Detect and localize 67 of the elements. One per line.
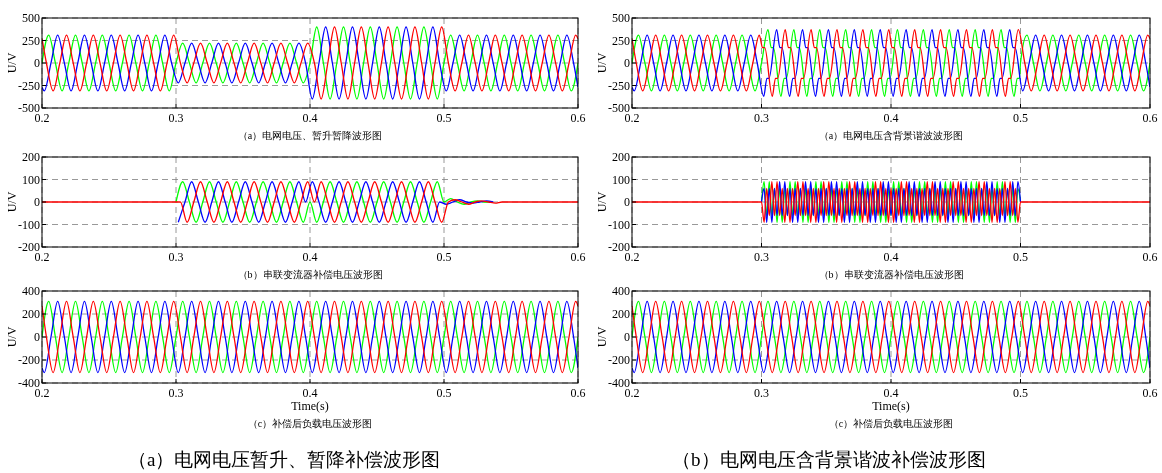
y-axis-title: U/V <box>595 52 609 74</box>
x-tick-label: 0.3 <box>168 111 184 125</box>
x-tick-label: 0.6 <box>570 111 586 125</box>
y-tick-label: 400 <box>22 284 40 298</box>
text: （b）串联变流器补偿电压波形图 <box>818 269 964 280</box>
y-tick-label: 200 <box>612 307 630 321</box>
text: （a）电网电压含背景谐波波形图 <box>818 130 964 141</box>
y-tick-label: 100 <box>612 172 630 187</box>
x-tick-label: 0.6 <box>1142 250 1158 264</box>
y-axis-title: U/V <box>5 191 19 213</box>
y-tick-label: 0 <box>34 195 40 209</box>
y-tick-label: -250 <box>18 78 40 93</box>
y-tick-label: 100 <box>22 172 40 187</box>
x-tick-label: 0.4 <box>883 386 899 400</box>
y-tick-label: 200 <box>22 307 40 321</box>
x-tick-label: 0.5 <box>436 250 452 264</box>
x-tick-label: 0.3 <box>754 386 769 400</box>
y-tick-label: -100 <box>18 217 40 232</box>
x-tick-label: 0.4 <box>302 386 318 400</box>
y-tick-label: 200 <box>612 150 630 164</box>
x-tick-label: 0.3 <box>168 386 184 400</box>
text: （c）补偿后负载电压波形图 <box>247 418 373 429</box>
y-tick-label: 200 <box>22 150 40 164</box>
x-tick-label: 0.4 <box>883 250 899 264</box>
y-tick-label: -200 <box>18 353 40 367</box>
y-axis-title: U/V <box>595 326 609 348</box>
x-tick-label: 0.4 <box>302 111 318 125</box>
text: （a）电网电压暂升、暂降补偿波形图 <box>128 449 441 470</box>
x-tick-label: 0.5 <box>1013 111 1028 125</box>
y-tick-label: 0 <box>624 330 630 344</box>
x-tick-label: 0.5 <box>1013 250 1028 264</box>
y-tick-label: 0 <box>34 56 40 70</box>
x-tick-label: 0.3 <box>168 250 184 264</box>
y-tick-label: 250 <box>22 33 40 48</box>
y-tick-label: 0 <box>624 56 630 70</box>
x-tick-label: 0.5 <box>436 386 452 400</box>
x-axis-title: Time(s) <box>291 399 329 413</box>
y-tick-label: -100 <box>608 217 630 232</box>
x-tick-label: 0.6 <box>1142 111 1158 125</box>
y-axis-title: U/V <box>595 191 609 213</box>
x-axis-title: Time(s) <box>872 399 910 413</box>
x-tick-label: 0.3 <box>754 250 769 264</box>
x-tick-label: 0.4 <box>883 111 899 125</box>
text: （b）串联变流器补偿电压波形图 <box>237 269 383 280</box>
x-tick-label: 0.6 <box>570 386 586 400</box>
line-series <box>42 26 578 100</box>
y-tick-label: 0 <box>34 330 40 344</box>
line-series <box>632 29 1150 97</box>
line-series <box>760 181 1022 223</box>
y-tick-label: 400 <box>612 284 630 298</box>
y-axis-title: U/V <box>5 326 19 348</box>
x-tick-label: 0.6 <box>1142 386 1158 400</box>
text: （b）电网电压含背景谐波补偿波形图 <box>672 449 986 470</box>
y-tick-label: -200 <box>608 353 630 367</box>
text: （c）补偿后负载电压波形图 <box>828 418 954 429</box>
x-tick-label: 0.5 <box>436 111 452 125</box>
y-tick-label: 250 <box>612 33 630 48</box>
y-tick-label: -250 <box>608 78 630 93</box>
y-tick-label: 0 <box>624 195 630 209</box>
x-tick-label: 0.6 <box>570 250 586 264</box>
y-axis-title: U/V <box>5 52 19 74</box>
y-tick-label: 500 <box>22 11 40 25</box>
y-tick-label: 500 <box>612 11 630 25</box>
x-tick-label: 0.4 <box>302 250 318 264</box>
text: （a）电网电压、暂升暂降波形图 <box>237 130 383 141</box>
x-tick-label: 0.5 <box>1013 386 1028 400</box>
x-tick-label: 0.3 <box>754 111 769 125</box>
